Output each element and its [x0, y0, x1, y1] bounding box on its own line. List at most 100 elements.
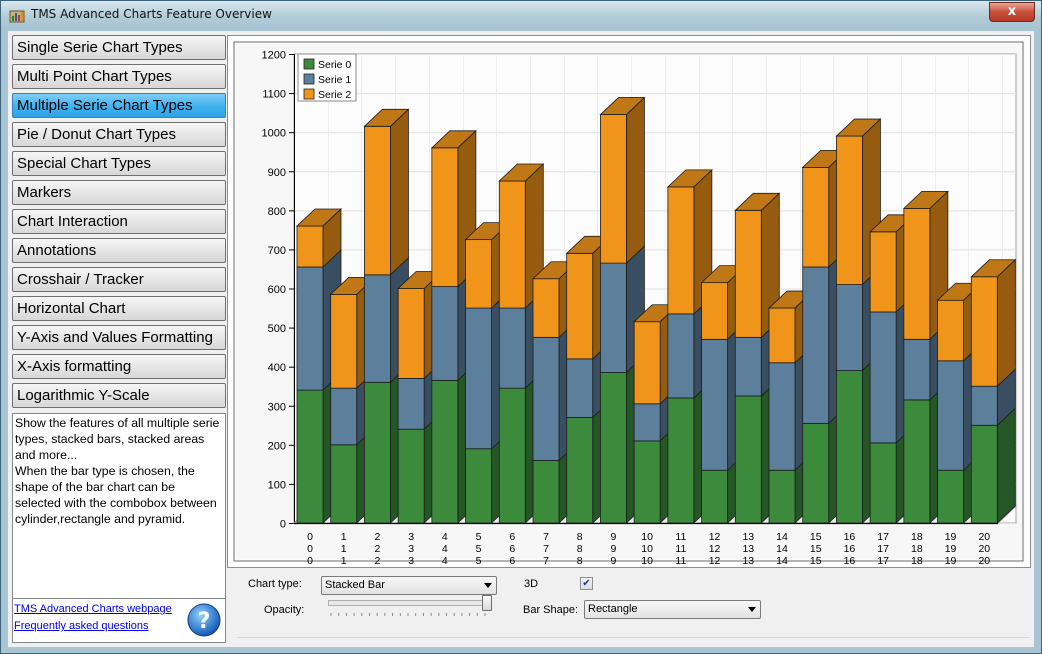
x-tick-label: 4	[442, 531, 448, 543]
bar-front	[701, 282, 728, 340]
x-tick-label: 18	[911, 555, 923, 567]
bar-front	[330, 387, 358, 446]
bar-front	[431, 379, 459, 524]
x-tick-label: 7	[543, 531, 549, 543]
window-title: TMS Advanced Charts Feature Overview	[31, 7, 272, 21]
sidebar-item-markers[interactable]: Markers	[12, 180, 226, 205]
x-tick-label: 0	[307, 555, 313, 567]
bar-front	[802, 422, 830, 524]
bar-front	[768, 307, 796, 364]
bar-front	[566, 252, 594, 360]
chart-type-select[interactable]: Stacked Bar	[321, 576, 497, 595]
bar-front	[836, 370, 863, 524]
bar-front	[937, 469, 964, 524]
opacity-label: Opacity:	[264, 604, 305, 616]
x-tick-label: 5	[476, 555, 482, 567]
sidebar-nav: Single Serie Chart Types Multi Point Char…	[12, 35, 226, 412]
title-bar[interactable]: TMS Advanced Charts Feature Overview x	[1, 1, 1041, 29]
bar-front	[970, 424, 998, 524]
x-tick-label: 13	[742, 543, 754, 555]
bar-top	[835, 118, 882, 137]
y-tick-label: 900	[268, 167, 286, 179]
y-tick-label: 1200	[262, 50, 286, 62]
bar-top	[295, 208, 343, 227]
bar-front	[768, 362, 796, 471]
x-tick-label: 12	[709, 543, 721, 555]
x-tick-label: 10	[641, 531, 653, 543]
bar-front	[364, 381, 391, 524]
bar-serie-0-20	[970, 407, 1016, 524]
sidebar-item-annotations[interactable]: Annotations	[12, 238, 226, 263]
x-tick-label: 0	[307, 543, 313, 555]
sidebar-item-logarithmic-y-scale[interactable]: Logarithmic Y-Scale	[12, 383, 226, 408]
sidebar-item-special-chart-types[interactable]: Special Chart Types	[12, 151, 226, 176]
x-tick-label: 8	[577, 531, 583, 543]
bar-front	[970, 385, 998, 426]
sidebar-item-single-serie-chart-types[interactable]: Single Serie Chart Types	[12, 35, 226, 60]
x-tick-label: 9	[611, 531, 617, 543]
bar-front	[734, 209, 762, 338]
bar-front	[937, 299, 964, 362]
x-tick-label: 10	[641, 555, 653, 567]
x-tick-label: 15	[810, 531, 822, 543]
bar-front	[734, 336, 762, 397]
sidebar-item-x-axis-formatting[interactable]: X-Axis formatting	[12, 354, 226, 379]
bar-front	[633, 321, 661, 405]
opacity-slider-thumb[interactable]	[482, 595, 492, 611]
sidebar-item-horizontal-chart[interactable]: Horizontal Chart	[12, 296, 226, 321]
bar-front	[532, 278, 560, 338]
x-tick-label: 3	[408, 555, 414, 567]
controls-separator	[237, 637, 1029, 638]
opacity-slider-track[interactable]	[328, 600, 490, 606]
bar-shape-select[interactable]: Rectangle	[584, 600, 761, 619]
links-panel: TMS Advanced Charts webpage Frequently a…	[12, 599, 226, 643]
bar-front	[397, 377, 425, 430]
bar-front	[701, 338, 728, 471]
bar-front	[701, 469, 728, 524]
bar-front	[431, 286, 459, 381]
help-question-icon[interactable]: ?	[186, 602, 222, 638]
sidebar-item-chart-interaction[interactable]: Chart Interaction	[12, 209, 226, 234]
webpage-link[interactable]: TMS Advanced Charts webpage	[14, 603, 172, 615]
bar-front	[600, 114, 627, 264]
sidebar-item-multi-point-chart-types[interactable]: Multi Point Chart Types	[12, 64, 226, 89]
bar-serie-2-20	[970, 258, 1017, 388]
bar-front	[869, 442, 897, 524]
x-tick-label: 2	[375, 531, 381, 543]
bar-front	[431, 147, 459, 287]
x-tick-label: 3	[408, 543, 414, 555]
legend-label: Serie 1	[318, 74, 351, 86]
legend-label: Serie 0	[318, 59, 351, 71]
x-tick-label: 13	[742, 531, 754, 543]
bar-front	[465, 239, 492, 309]
bar-top	[599, 97, 646, 115]
y-tick-label: 0	[280, 519, 286, 531]
x-tick-label: 12	[709, 531, 721, 543]
bar-serie-2-2	[363, 108, 410, 276]
bar-front	[600, 262, 627, 373]
stacked-bar-chart[interactable]: 0100200300400500600700800900100011001200…	[228, 36, 1030, 567]
y-tick-label: 700	[268, 245, 286, 257]
x-tick-label: 1	[341, 543, 347, 555]
x-tick-label: 14	[776, 543, 788, 555]
threed-checkbox[interactable]: ✔	[580, 577, 593, 590]
x-tick-label: 4	[442, 543, 448, 555]
bar-top	[498, 163, 545, 182]
sidebar-item-crosshair-tracker[interactable]: Crosshair / Tracker	[12, 267, 226, 292]
sidebar-item-multiple-serie-chart-types[interactable]: Multiple Serie Chart Types	[12, 93, 226, 118]
sidebar-item-pie-donut-chart-types[interactable]: Pie / Donut Chart Types	[12, 122, 226, 147]
x-tick-label: 14	[776, 531, 788, 543]
x-tick-label: 1	[341, 531, 347, 543]
bar-front	[734, 395, 762, 524]
sidebar-item-y-axis-and-values-formatting[interactable]: Y-Axis and Values Formatting	[12, 325, 226, 350]
x-tick-label: 7	[543, 555, 549, 567]
faq-link[interactable]: Frequently asked questions	[14, 620, 149, 632]
bar-front	[903, 399, 931, 524]
x-tick-label: 17	[877, 543, 889, 555]
bar-front	[802, 166, 830, 268]
close-button[interactable]: x	[989, 2, 1035, 22]
bar-front	[937, 360, 964, 471]
bar-front	[667, 313, 695, 399]
bar-front	[296, 266, 324, 391]
